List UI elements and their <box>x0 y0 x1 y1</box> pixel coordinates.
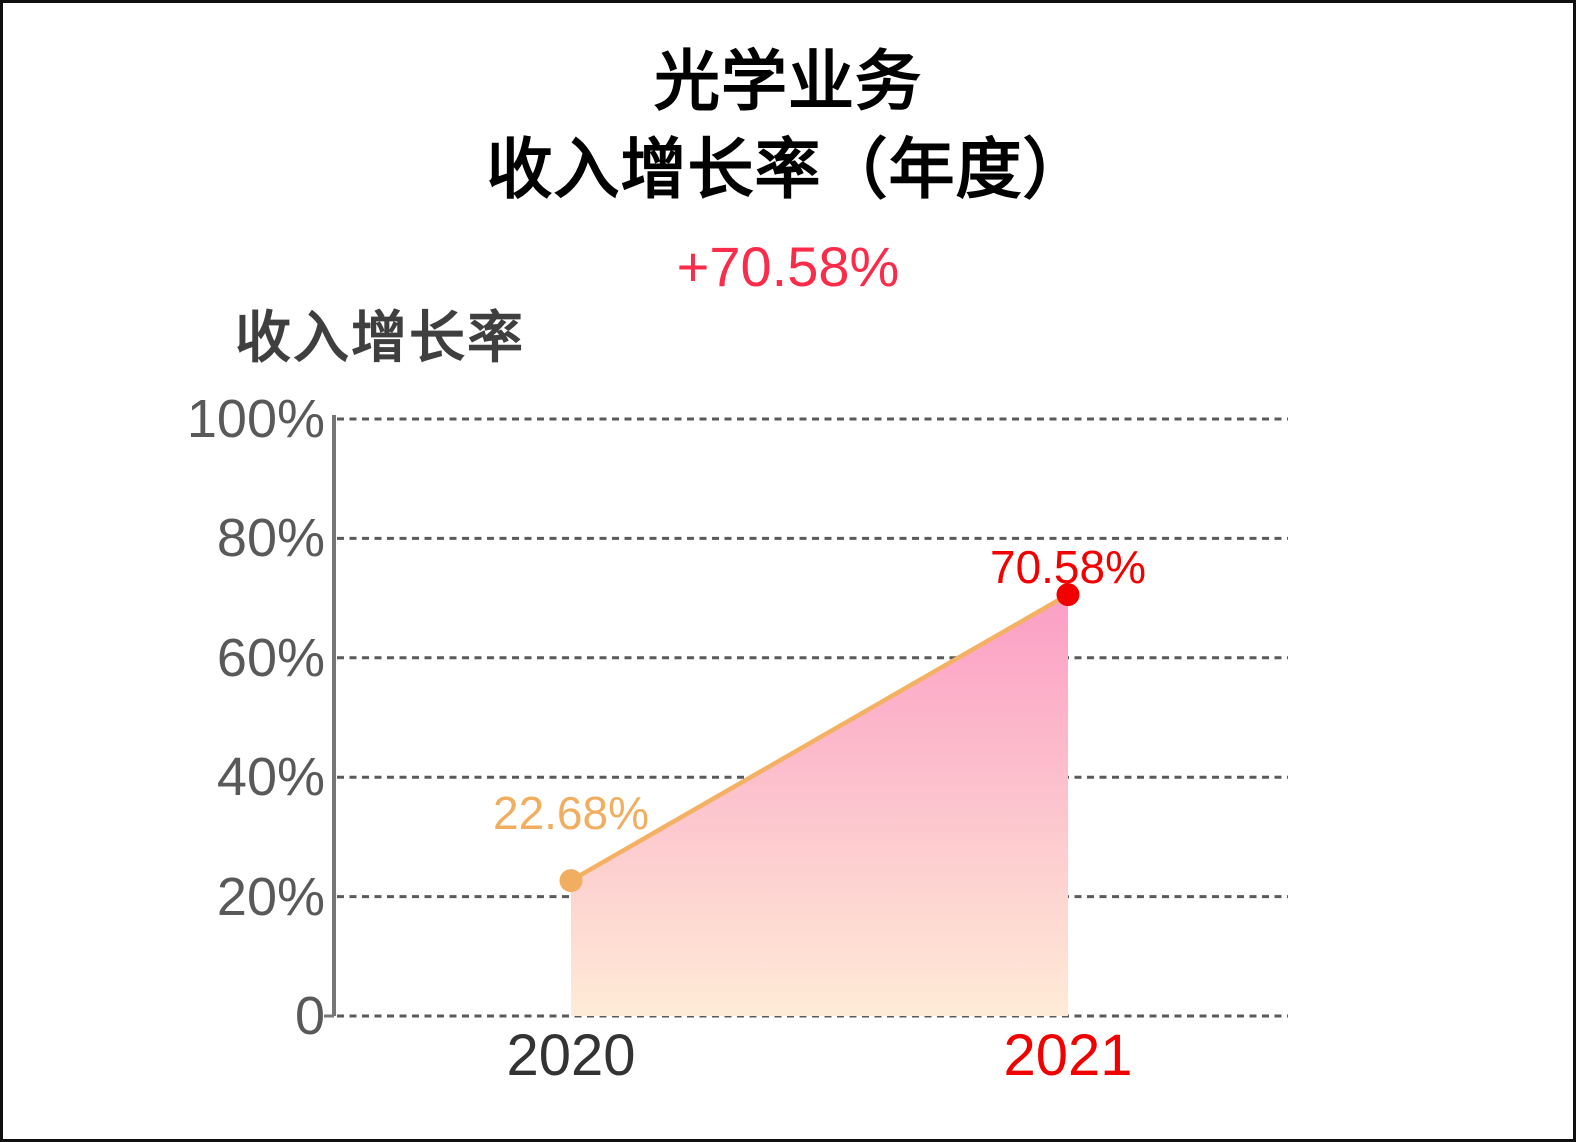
chart-title-line2: 收入增长率（年度） <box>486 132 1090 206</box>
point-value-label-2021: 70.58% <box>989 540 1146 593</box>
chart-title: 光学业务 收入增长率（年度） <box>3 37 1573 213</box>
plot-area <box>324 415 1288 1018</box>
chart-title-line1: 光学业务 <box>654 44 922 118</box>
y-tick-label-60%: 60% <box>216 627 325 688</box>
y-tick-label-80%: 80% <box>216 508 325 569</box>
point-value-label-2020: 22.68% <box>492 786 649 839</box>
x-tick-label-2021: 2021 <box>1003 1023 1133 1088</box>
x-tick-label-2020: 2020 <box>506 1023 636 1088</box>
data-point-2021 <box>1056 583 1080 607</box>
y-tick-label-40%: 40% <box>216 747 325 808</box>
y-tick-label-20%: 20% <box>216 866 325 927</box>
change-annotation: +70.58% <box>676 235 900 298</box>
data-point-2020 <box>559 869 583 893</box>
series-name-label: 收入增长率 <box>235 306 525 369</box>
y-tick-label-0: 0 <box>294 986 325 1046</box>
y-tick-label-100%: 100% <box>186 389 325 449</box>
series-area-fill <box>571 594 1068 1016</box>
series-line <box>568 592 1071 883</box>
